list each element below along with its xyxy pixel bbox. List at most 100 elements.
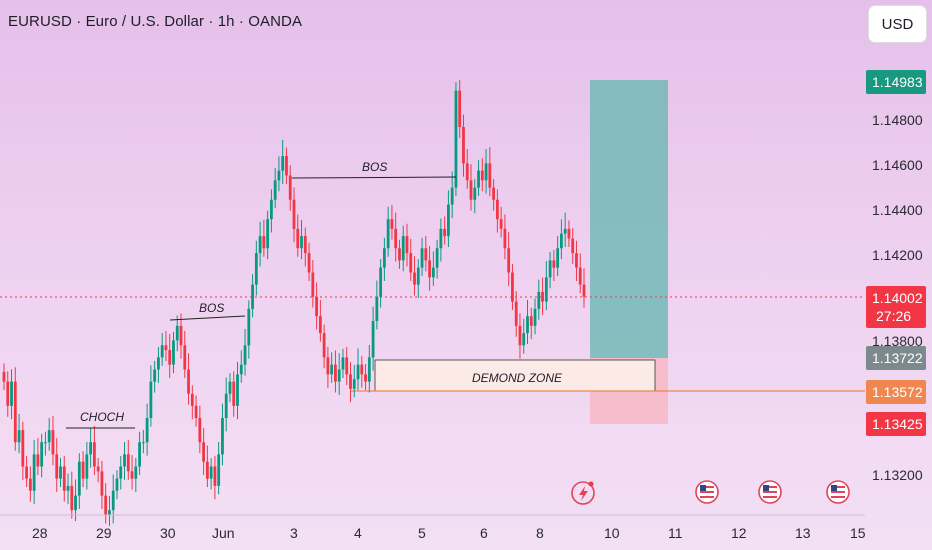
demand-zone-label: DEMOND ZONE [472, 371, 563, 385]
candle-body [575, 253, 578, 268]
candle-body [424, 248, 428, 261]
candle-body [447, 204, 450, 237]
candle-body [281, 156, 285, 171]
candle-body [164, 345, 168, 351]
x-tick-5: 5 [418, 525, 426, 541]
candle-body [119, 466, 123, 479]
candle-body [352, 379, 356, 389]
candle-body [382, 248, 386, 268]
currency-selector-button[interactable]: USD [869, 6, 926, 42]
price-tags: 1.14983 1.14002 27:26 1.13722 1.13572 1.… [866, 70, 926, 436]
candle-body [209, 466, 213, 479]
y-axis: 1.14800 1.14600 1.14400 1.14200 1.13800 … [872, 112, 923, 483]
candle-body [537, 291, 541, 309]
candle-body [439, 228, 443, 249]
candle-body [495, 199, 499, 220]
candle-body [115, 478, 119, 491]
candle-body [518, 325, 522, 346]
candle-body [315, 296, 318, 317]
candle-body [104, 495, 108, 515]
candle-body [556, 248, 560, 268]
target-price-tag-text: 1.14983 [872, 74, 923, 90]
candle-body [443, 228, 447, 237]
candle-body [202, 442, 206, 462]
bos-label-1: BOS [199, 301, 224, 315]
candle-body [232, 381, 236, 406]
target-price-tag [866, 70, 926, 94]
candle-body [330, 364, 334, 375]
candle-body [462, 127, 465, 164]
candle-body [371, 321, 375, 358]
choch-label: CHOCH [80, 410, 124, 424]
x-tick-28: 28 [32, 525, 48, 541]
candle-body [17, 430, 21, 443]
candle-body [2, 371, 6, 382]
candle-body [258, 236, 262, 254]
candle-body [254, 253, 258, 285]
candle-body [40, 442, 44, 467]
stop-price-tag [866, 412, 926, 436]
candle-body [70, 485, 74, 511]
candle-body [322, 333, 326, 358]
candle-body [450, 187, 454, 205]
candle-body [303, 236, 307, 254]
candle-body [160, 345, 164, 358]
candle-body [81, 461, 85, 479]
candle-body [187, 369, 190, 394]
candle-body [296, 228, 300, 249]
candle-body [108, 510, 111, 515]
candle-body [480, 170, 484, 181]
x-tick-10: 10 [604, 525, 620, 541]
last-price-tag-text: 1.14002 [872, 290, 923, 306]
entry-price-tag-text: 1.13722 [872, 350, 923, 366]
candle-body [10, 381, 13, 406]
candle-body [465, 163, 469, 181]
candle-body [96, 466, 100, 472]
level-price-tag-text: 1.13572 [872, 384, 923, 400]
x-tick-4: 4 [354, 525, 362, 541]
candle-body [533, 308, 537, 326]
candle-body [138, 442, 141, 467]
candle-body [217, 454, 221, 486]
candle-body [228, 381, 232, 394]
x-tick-11: 11 [668, 525, 683, 541]
candle-body [236, 374, 239, 406]
candle-body [390, 219, 394, 229]
candle-body [511, 272, 514, 302]
candle-body [172, 340, 175, 365]
us-flag-event-icon[interactable] [695, 480, 719, 504]
us-flag-event-icon[interactable] [758, 480, 782, 504]
candle-body [55, 454, 59, 479]
candle-body [386, 219, 390, 249]
candle-body [398, 248, 401, 261]
candle-body [473, 187, 477, 200]
candle-body [157, 357, 160, 370]
candle-body [183, 345, 187, 370]
candle-body [541, 291, 544, 302]
flash-event-icon[interactable] [571, 481, 595, 505]
candle-body [431, 267, 435, 278]
candle-body [428, 260, 431, 278]
candle-body [499, 219, 503, 229]
candle-body [28, 478, 32, 491]
bos-line-2 [291, 176, 457, 179]
candle-body [567, 228, 571, 239]
candle-body [25, 466, 28, 479]
us-flag-event-icon[interactable] [826, 480, 850, 504]
stop-price-tag-text: 1.13425 [872, 416, 923, 432]
x-tick-15: 15 [850, 525, 866, 541]
candle-body [458, 90, 462, 127]
candle-body [51, 430, 55, 455]
candle-body [277, 170, 281, 181]
candle-body [266, 219, 270, 249]
candle-body [21, 430, 25, 467]
candle-body [44, 442, 47, 444]
candle-body [100, 471, 104, 496]
candle-body [221, 418, 224, 455]
candle-body [560, 233, 563, 249]
candle-body [205, 461, 209, 479]
candle-body [548, 260, 552, 278]
candle-body [77, 461, 81, 496]
candle-body [198, 418, 202, 443]
